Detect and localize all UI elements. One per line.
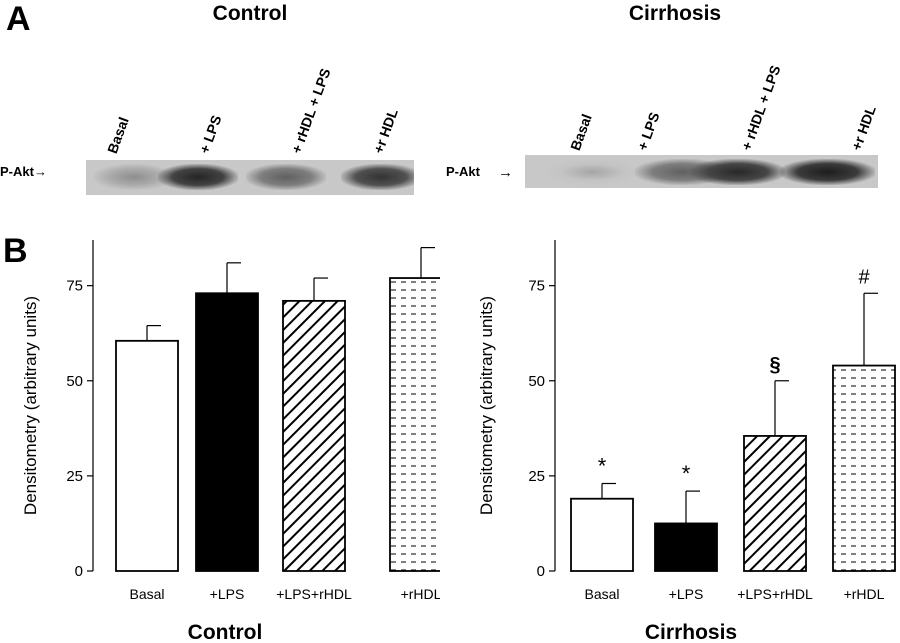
x-tick-label: Basal (584, 586, 619, 602)
y-tick-label: 0 (537, 563, 545, 580)
y-tick-label: 50 (528, 373, 545, 390)
chart-title: Control (188, 621, 263, 643)
cirrhosis-lane-label-lps: + LPS (634, 110, 663, 153)
significance-marker: § (769, 354, 780, 376)
control-western-blot (86, 160, 414, 195)
y-tick-label: 75 (528, 278, 545, 295)
cirrhosis-pakt-arrow-icon: → (498, 164, 513, 181)
control-lane-label-rhdl: +r HDL (370, 106, 401, 156)
control-bar-chart: 0 25 50 75 Densitometry (arbitrary units) Bas… (21, 240, 440, 643)
y-tick-label: 0 (75, 563, 83, 580)
cirrhosis-lane-label-rhdl-lps: + rHDL + LPS (738, 63, 784, 153)
y-tick-label: 50 (66, 373, 83, 390)
control-lane-label-rhdl-lps: + rHDL + LPS (288, 66, 334, 156)
bar (389, 277, 440, 572)
cirrhosis-lane-label-basal: Basal (567, 111, 595, 153)
x-tick-label: +LPS (210, 586, 245, 602)
cirrhosis-bar-chart: 0 25 50 75 Densitometry (arbitrary units) Bas… (477, 240, 896, 643)
control-lane-label-lps: + LPS (196, 113, 225, 156)
cirrhosis-western-blot (525, 155, 878, 188)
y-axis-label: Densitometry (arbitrary units) (477, 296, 496, 515)
bar (570, 497, 634, 572)
y-tick-label: 75 (66, 278, 83, 295)
bar (115, 339, 179, 572)
panel-label-a: A (6, 0, 31, 38)
y-tick-label: 25 (66, 468, 83, 485)
control-lane-label-basal: Basal (104, 114, 132, 156)
blot-band (780, 159, 875, 185)
significance-marker: # (858, 266, 870, 288)
bar (832, 364, 896, 572)
x-tick-label: +rHDL (844, 586, 885, 602)
y-tick-label: 25 (528, 468, 545, 485)
blot-band (341, 164, 414, 190)
y-axis-label: Densitometry (arbitrary units) (21, 296, 40, 515)
significance-marker: * (682, 461, 691, 486)
control-blot-title: Control (212, 2, 288, 25)
cirrhosis-blot-title: Cirrhosis (628, 2, 722, 25)
blot-band (158, 164, 238, 190)
bar (195, 292, 259, 572)
x-tick-label: +LPS+rHDL (737, 586, 813, 602)
x-tick-label: +LPS+rHDL (276, 586, 352, 602)
x-tick-label: +LPS (669, 586, 704, 602)
blot-band (690, 159, 785, 185)
chart-title: Cirrhosis (645, 621, 737, 643)
bar (654, 522, 718, 572)
cirrhosis-lane-label-rhdl: +r HDL (848, 103, 879, 153)
blot-band (246, 164, 326, 190)
x-tick-label: Basal (129, 586, 164, 602)
control-pakt-marker: P-Akt→ (0, 164, 47, 179)
x-tick-label: +rHDL (401, 586, 440, 602)
bar (282, 299, 346, 572)
blot-band (545, 159, 640, 185)
bar (743, 435, 807, 572)
cirrhosis-pakt-marker: P-Akt (446, 164, 480, 179)
panel-label-b: B (3, 232, 28, 270)
significance-marker: * (598, 453, 607, 478)
